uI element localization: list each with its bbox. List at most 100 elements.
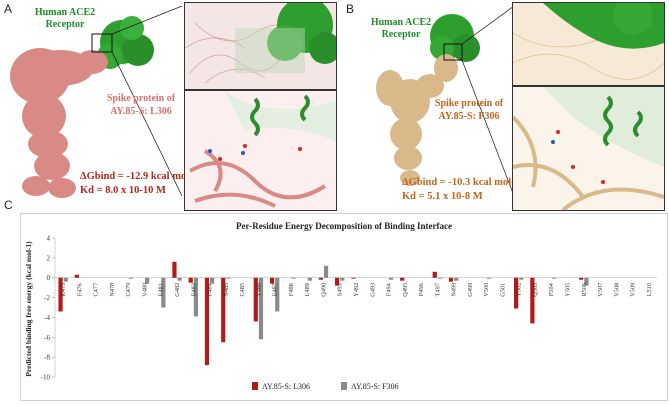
- x-tick-label: E481: [158, 283, 165, 296]
- x-tick-label: Q490: [320, 283, 327, 297]
- legend-label-f306: AY.85-S: F306: [351, 382, 399, 391]
- bar-l306-q490: [318, 277, 323, 280]
- bar-f306-f494: [389, 277, 394, 280]
- panel-b-spike-label-1: Spike protein of: [434, 98, 504, 109]
- x-tick-label: K475: [60, 283, 67, 297]
- bar-l306-e483: [188, 277, 193, 283]
- chart-title: Per-Residue Energy Decomposition of Bind…: [236, 221, 452, 231]
- bar-f306-g482: [177, 277, 182, 281]
- bar-l306-y486: [253, 277, 258, 322]
- bar-f306-p504: [551, 277, 556, 279]
- chart-frame: Per-Residue Energy Decomposition of Bind…: [20, 213, 668, 401]
- x-tick-label: F484: [207, 282, 214, 296]
- panel-a-structure: [10, 6, 183, 198]
- x-tick-label: Q495: [402, 283, 409, 297]
- bar-l306-n499: [448, 277, 454, 282]
- bar-f306-v500: [486, 277, 491, 279]
- bar-f306-s491: [340, 277, 345, 281]
- legend-swatch-l306: [252, 382, 258, 390]
- panel-b-zoom-interface: [512, 86, 665, 211]
- panel-a-spike-label-1: Spike protein of: [106, 93, 176, 104]
- x-tick-label: C477: [93, 283, 100, 297]
- y-tick-label: 0: [47, 274, 51, 282]
- x-tick-label: V500: [483, 283, 490, 297]
- panel-b-letter: B: [346, 2, 355, 16]
- x-tick-label: F476: [76, 283, 83, 296]
- panel-a-spike-label-2: AY.85-S: L306: [110, 106, 172, 117]
- panel-b-structure: [376, 6, 515, 197]
- x-tick-label: F494: [386, 282, 393, 296]
- bar-f306-e481: [161, 277, 166, 308]
- bar-l306-n485: [221, 277, 226, 343]
- x-tick-label: Y505: [565, 283, 572, 297]
- panel-a-dg-value: ΔGbind = -12.9 kcal mol-1: [80, 171, 198, 182]
- bar-f306-e483: [193, 277, 198, 317]
- bar-l306-q495: [400, 277, 405, 281]
- bar-f306-v480: [144, 277, 150, 284]
- x-tick-label: P496: [418, 283, 425, 296]
- bar-l306-e487: [269, 277, 275, 284]
- x-tick-label: G482: [174, 283, 181, 297]
- zoom-region-box-b: [443, 43, 463, 61]
- bar-l306-t497: [432, 271, 437, 278]
- x-tick-label: Y502: [516, 283, 523, 297]
- y-tick-label: 4: [47, 235, 51, 243]
- panel-a-receptor-label: Human ACE2 Receptor: [34, 7, 96, 30]
- panel-b-receptor-label: Human ACE2 Receptor: [370, 17, 432, 40]
- panel-b-zoom-surface: [512, 2, 665, 86]
- x-tick-label: C479: [125, 283, 132, 297]
- bar-f306-r506: [584, 277, 589, 286]
- energy-decomposition-chart: Per-Residue Energy Decomposition of Bind…: [24, 221, 657, 391]
- x-tick-label: E483: [190, 283, 197, 296]
- bar-f306-k475: [63, 277, 68, 282]
- y-tick-label: 2: [47, 254, 51, 262]
- bar-f306-n485: [226, 277, 231, 279]
- y-axis: 4 2 0 -2 -4 -6 -8 -10: [41, 235, 657, 382]
- bar-f306-l489: [307, 277, 312, 281]
- x-tick-label: C485: [239, 283, 246, 297]
- x-tick-label: N478: [109, 283, 116, 297]
- y-axis-label: Predicted binding free energy (kcal mol-…: [24, 241, 33, 377]
- x-tick-label: G493: [369, 283, 376, 297]
- y-tick-label: -6: [44, 334, 50, 342]
- y-tick-label: -4: [44, 314, 50, 322]
- x-tick-label: N485: [223, 283, 230, 297]
- bar-f306-q490: [323, 265, 329, 278]
- bars-group: [58, 261, 589, 366]
- bar-l306-k475: [58, 277, 63, 312]
- bar-f306-t497: [437, 277, 443, 279]
- bar-l306-s491: [335, 277, 340, 286]
- bar-f306-f484: [210, 277, 215, 284]
- legend-label-l306: AY.85-S: L306: [262, 382, 310, 391]
- x-tick-label: E487: [272, 283, 279, 296]
- y-tick-label: -8: [44, 354, 50, 362]
- panel-b-kd-value: Kd = 5.1 x 10-8 M: [402, 191, 483, 202]
- panel-b-dg-value: ΔGbind = -10.3 kcal mol-1: [402, 177, 520, 188]
- x-tick-label: Q503: [532, 283, 539, 297]
- x-tick-label: P504: [548, 282, 555, 296]
- bar-f306-n499: [454, 277, 459, 281]
- panel-a-zoom-surface: [184, 2, 337, 90]
- zoom-region-box: [91, 33, 113, 53]
- x-tick-label: N499: [451, 283, 458, 297]
- x-tick-labels: K475 F476 C477 N478 C479 V480 E481 G482 E483 F484…: [60, 282, 653, 296]
- bar-l306-r506: [579, 277, 584, 280]
- bar-l306-g482: [172, 261, 177, 278]
- x-tick-label: G501: [499, 283, 506, 297]
- bar-f306-y502: [519, 277, 524, 280]
- panel-a-zoom-interface: [184, 90, 337, 211]
- bar-l306-y502: [514, 277, 519, 309]
- ace2-receptor-surface: [97, 16, 154, 69]
- x-tick-label: F488: [288, 283, 295, 296]
- x-tick-label: T497: [434, 283, 441, 296]
- x-tick-label: L510: [646, 283, 653, 296]
- bar-l306-y492: [351, 277, 356, 279]
- panel-a-letter: A: [4, 2, 13, 16]
- x-tick-label: S491: [337, 283, 344, 296]
- spike-protein-surface: [10, 48, 108, 198]
- bar-l306-f476: [74, 274, 79, 278]
- bar-f306-e487: [275, 277, 280, 312]
- x-tick-label: V509: [630, 283, 637, 297]
- bar-l306-f484: [204, 277, 210, 366]
- bar-f306-f488: [291, 277, 296, 279]
